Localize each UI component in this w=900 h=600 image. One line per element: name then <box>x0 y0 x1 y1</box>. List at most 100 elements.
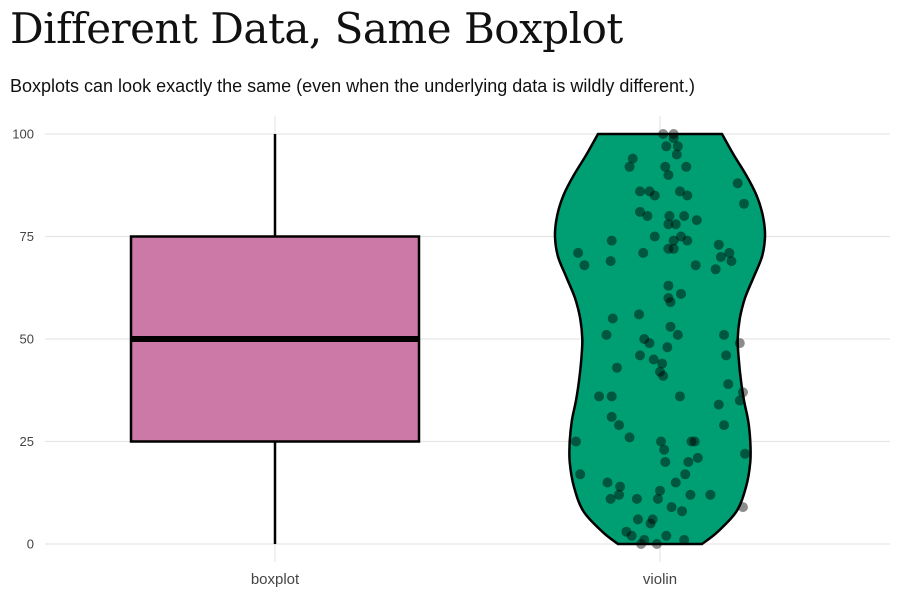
violin-point <box>734 395 745 406</box>
violin-point <box>639 534 650 545</box>
violin-point <box>649 231 660 242</box>
violin-point <box>721 350 732 361</box>
violin-point <box>679 211 690 221</box>
violin-point <box>605 493 616 504</box>
violin-point <box>670 219 681 230</box>
violin-point <box>672 329 683 340</box>
violin-point <box>680 469 691 480</box>
violin-point <box>677 506 688 517</box>
violin-point <box>662 342 673 353</box>
x-tick-label-boxplot: boxplot <box>251 571 300 588</box>
violin-point <box>685 489 696 500</box>
violin-point <box>723 379 734 390</box>
violin-point <box>647 514 658 525</box>
violin-point <box>661 530 672 541</box>
violin-point <box>614 489 625 500</box>
violin-point <box>666 502 677 513</box>
y-tick-label: 50 <box>20 332 34 347</box>
violin-point <box>594 391 605 402</box>
violin-point <box>639 334 650 344</box>
violin-point <box>638 247 649 258</box>
violin-point <box>634 309 644 320</box>
violin-point <box>665 297 676 308</box>
violin-point <box>668 133 679 144</box>
violin-point <box>737 387 748 398</box>
violin-point <box>739 198 749 209</box>
violin-point <box>660 161 671 172</box>
violin-point <box>614 420 625 431</box>
violin-point <box>674 186 685 197</box>
violin-point <box>719 420 730 431</box>
violin-point <box>734 338 745 349</box>
violin-point <box>655 485 665 496</box>
violin-point <box>631 493 642 504</box>
violin-point <box>657 358 668 369</box>
violin-point <box>573 247 584 258</box>
violin-point <box>740 448 751 459</box>
violin-point <box>658 129 669 139</box>
violin-point <box>652 493 663 504</box>
violin-point <box>606 411 617 422</box>
violin-point <box>676 231 686 242</box>
violin-point <box>724 247 735 258</box>
violin-point <box>663 293 674 303</box>
violin-point <box>715 252 726 262</box>
violin-point <box>710 264 721 275</box>
violin-point <box>615 481 626 492</box>
violin-point <box>624 432 635 443</box>
x-tick-label-violin: violin <box>643 571 677 588</box>
chart-subtitle: Boxplots can look exactly the same (even… <box>10 76 696 96</box>
violin-shape <box>553 132 767 546</box>
violin-point <box>737 502 748 513</box>
violin-point <box>705 489 716 500</box>
y-tick-label: 75 <box>20 229 34 244</box>
violin-point <box>611 362 622 373</box>
violin-point <box>658 370 669 381</box>
violin-point <box>601 329 612 340</box>
violin-point <box>672 141 683 152</box>
violin-point <box>670 477 681 488</box>
violin-point <box>668 243 679 254</box>
violin-point <box>632 514 643 525</box>
violin-point <box>689 436 700 447</box>
violin-point <box>635 350 646 361</box>
violin-point <box>660 457 671 467</box>
violin-point <box>635 186 646 197</box>
violin-point <box>726 256 737 267</box>
violin-point <box>579 260 590 271</box>
violin-point <box>606 235 617 246</box>
violin-point <box>663 170 674 180</box>
violin-point <box>575 469 586 480</box>
violin-point <box>668 235 679 246</box>
y-tick-label: 100 <box>12 127 34 142</box>
y-tick-label: 25 <box>20 434 34 449</box>
violin-point <box>642 211 653 221</box>
violin-point <box>665 321 676 332</box>
violin-point <box>690 260 701 271</box>
violin-point <box>681 161 692 172</box>
violin-point <box>663 219 674 230</box>
violin-point <box>649 190 660 201</box>
violin-point <box>713 239 724 250</box>
violin-point <box>626 530 637 541</box>
violin-point <box>636 539 647 549</box>
violin-point <box>679 534 690 545</box>
violin-point <box>571 436 581 447</box>
violin-point <box>605 256 616 267</box>
violin-point <box>644 338 655 349</box>
violin-point <box>656 436 667 447</box>
violin-point <box>606 391 617 402</box>
violin-point <box>682 235 693 246</box>
violin-point <box>686 436 697 447</box>
violin-point <box>664 211 675 221</box>
violin-point <box>719 329 730 340</box>
violin-point <box>713 399 724 410</box>
violin-point <box>661 141 672 152</box>
violin-point <box>635 206 646 217</box>
violin-point <box>668 129 679 139</box>
violin-point <box>691 215 702 226</box>
violin-point <box>659 444 670 455</box>
violin-point <box>644 186 655 197</box>
violin-point <box>648 354 659 365</box>
